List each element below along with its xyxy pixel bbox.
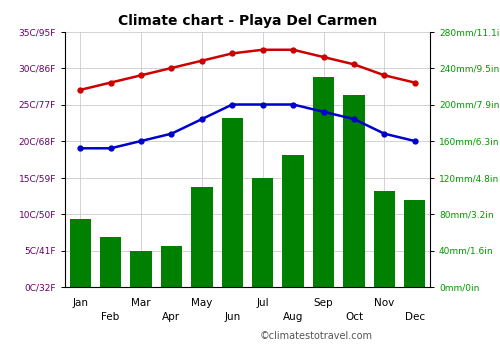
Bar [374,191,395,287]
Text: Jun: Jun [224,312,240,322]
Text: Feb: Feb [102,312,120,322]
Text: May: May [191,298,212,308]
Bar [344,95,364,287]
Bar [222,118,243,287]
Text: Aug: Aug [283,312,304,322]
Bar [100,237,122,287]
Text: Jul: Jul [256,298,269,308]
Text: Apr: Apr [162,312,180,322]
Text: Mar: Mar [131,298,151,308]
Title: Climate chart - Playa Del Carmen: Climate chart - Playa Del Carmen [118,14,377,28]
Bar [70,218,91,287]
Text: Jan: Jan [72,298,88,308]
Text: Sep: Sep [314,298,334,308]
Bar [252,177,274,287]
Bar [191,187,212,287]
Text: Dec: Dec [404,312,425,322]
Bar [282,155,304,287]
Bar [404,200,425,287]
Bar [161,246,182,287]
Bar [130,251,152,287]
Text: Oct: Oct [345,312,363,322]
Text: ©climatestotravel.com: ©climatestotravel.com [260,331,373,341]
Text: Nov: Nov [374,298,394,308]
Bar [313,77,334,287]
